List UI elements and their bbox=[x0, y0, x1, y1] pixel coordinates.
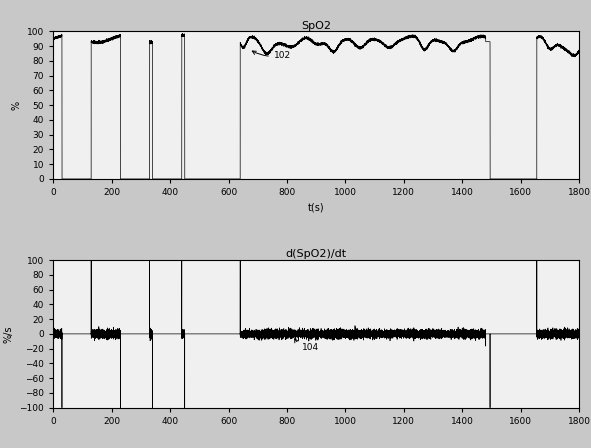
Text: 104: 104 bbox=[294, 339, 319, 352]
X-axis label: t(s): t(s) bbox=[308, 202, 324, 212]
Title: d(SpO2)/dt: d(SpO2)/dt bbox=[285, 250, 347, 259]
Y-axis label: %/s: %/s bbox=[4, 325, 14, 343]
Text: 102: 102 bbox=[252, 51, 291, 60]
Title: SpO2: SpO2 bbox=[301, 21, 331, 30]
Y-axis label: %: % bbox=[11, 101, 21, 110]
